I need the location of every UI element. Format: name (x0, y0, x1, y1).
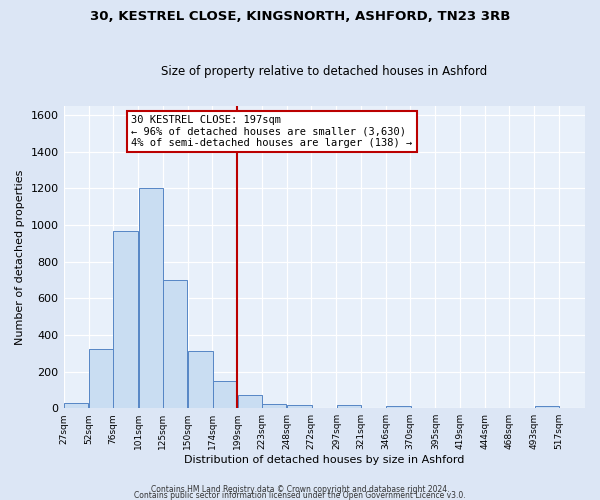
Bar (113, 230, 138, 408)
Bar (212, 380, 237, 408)
Bar (386, 406, 411, 408)
Bar (188, 352, 213, 408)
Bar (287, 406, 312, 408)
Text: 30, KESTREL CLOSE, KINGSNORTH, ASHFORD, TN23 3RB: 30, KESTREL CLOSE, KINGSNORTH, ASHFORD, … (90, 10, 510, 23)
Title: Size of property relative to detached houses in Ashford: Size of property relative to detached ho… (161, 66, 487, 78)
Bar (89, 348, 113, 408)
X-axis label: Distribution of detached houses by size in Ashford: Distribution of detached houses by size … (184, 455, 464, 465)
Y-axis label: Number of detached properties: Number of detached properties (15, 170, 25, 345)
Bar (262, 404, 286, 408)
Bar (64, 402, 88, 408)
Text: 30 KESTREL CLOSE: 197sqm
← 96% of detached houses are smaller (3,630)
4% of semi: 30 KESTREL CLOSE: 197sqm ← 96% of detach… (131, 115, 413, 148)
Bar (238, 396, 262, 408)
Text: Contains HM Land Registry data © Crown copyright and database right 2024.: Contains HM Land Registry data © Crown c… (151, 484, 449, 494)
Bar (139, 188, 163, 408)
Text: Contains public sector information licensed under the Open Government Licence v3: Contains public sector information licen… (134, 490, 466, 500)
Bar (535, 406, 559, 408)
Bar (337, 406, 361, 408)
Bar (163, 280, 187, 408)
